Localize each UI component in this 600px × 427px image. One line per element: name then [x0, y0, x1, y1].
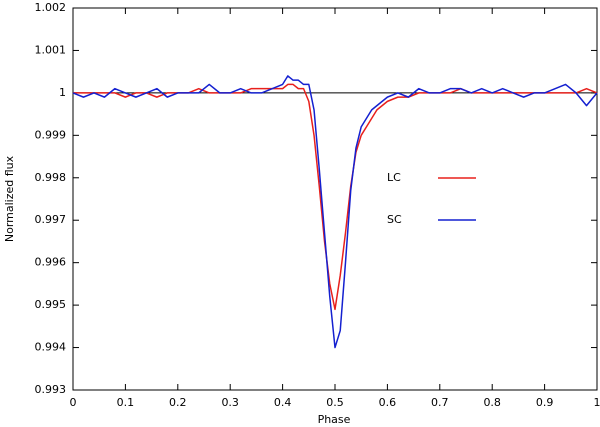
legend-label: LC: [387, 171, 401, 184]
x-tick-label: 0: [70, 396, 77, 409]
series-line: [73, 83, 598, 311]
y-tick-label: 0.993: [35, 383, 67, 396]
legend-label: SC: [387, 213, 402, 226]
series-line: [72, 75, 598, 349]
x-tick-label: 0.8: [483, 396, 501, 409]
y-tick-label: 1.002: [35, 1, 67, 14]
plot-frame: [72, 7, 598, 391]
y-tick-label: 0.995: [35, 298, 67, 311]
x-axis-label: Phase: [318, 413, 351, 426]
y-axis-label: Normalized flux: [3, 155, 16, 242]
x-tick-label: 0.6: [379, 396, 397, 409]
y-tick-label: 1: [59, 86, 66, 99]
x-tick-label: 0.3: [221, 396, 239, 409]
y-tick-label: 0.997: [35, 213, 67, 226]
y-tick-label: 0.996: [35, 256, 67, 269]
x-tick-label: 0.5: [326, 396, 344, 409]
y-tick-label: 1.001: [35, 43, 67, 56]
y-tick-label: 0.999: [35, 128, 67, 141]
x-tick-label: 1: [594, 396, 600, 409]
x-tick-label: 0.2: [169, 396, 187, 409]
y-tick-label: 0.994: [35, 341, 67, 354]
x-tick-label: 0.9: [536, 396, 554, 409]
x-tick-label: 0.1: [117, 396, 135, 409]
y-tick-label: 0.998: [35, 171, 67, 184]
x-tick-label: 0.4: [274, 396, 292, 409]
x-tick-label: 0.7: [431, 396, 449, 409]
